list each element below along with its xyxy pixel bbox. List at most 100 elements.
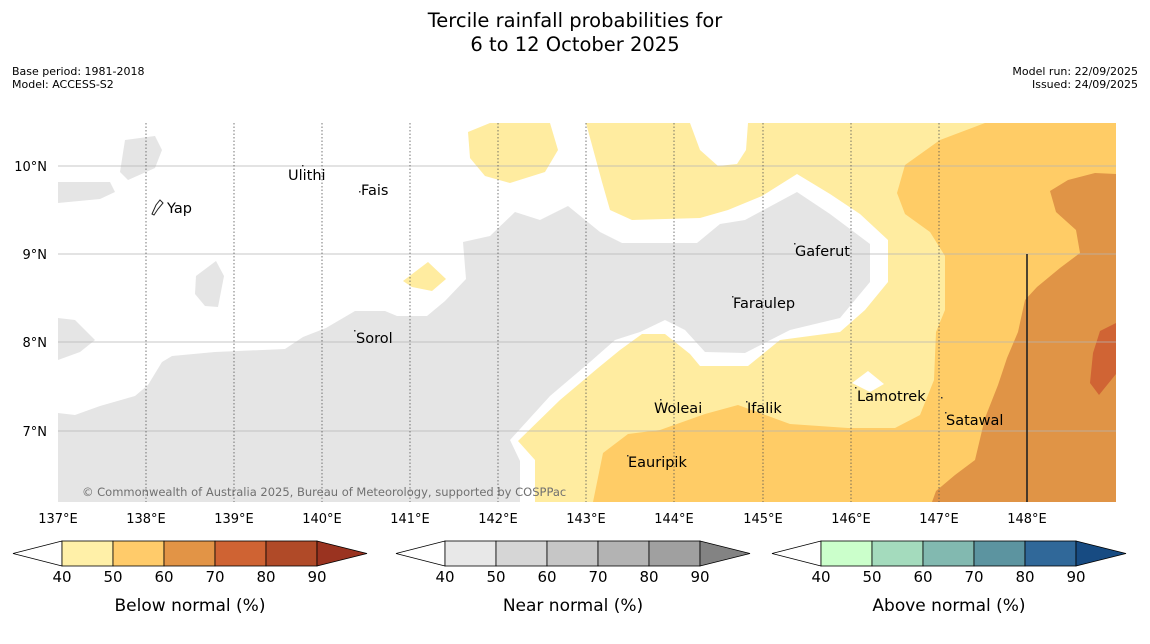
colorbar-near-normal-scale <box>395 540 751 567</box>
below-normal-50-region <box>593 123 1116 502</box>
colorbar-near-normal: 40 50 60 70 80 90 Near normal (%) <box>393 538 753 616</box>
lon-label-137e: 137°E <box>38 512 78 527</box>
lon-label-145e: 145°E <box>743 512 783 527</box>
meta-right: Model run: 22/09/2025 Issued: 24/09/2025 <box>1012 65 1138 91</box>
lon-label-140e: 140°E <box>302 512 342 527</box>
colorbar-under-triangle <box>771 540 822 567</box>
colorbar-tick-label: 70 <box>964 568 984 586</box>
place-label-ifalik: Ifalik <box>747 401 782 417</box>
white-gap-north <box>690 123 748 166</box>
model-run: Model run: 22/09/2025 <box>1012 65 1138 78</box>
place-label-satawal: Satawal <box>946 413 1003 429</box>
place-label-gaferut: Gaferut <box>795 244 850 260</box>
issued-date: Issued: 24/09/2025 <box>1031 78 1138 91</box>
colorbar-over-triangle <box>316 540 368 567</box>
lon-label-143e: 143°E <box>566 512 606 527</box>
place-label-eauripik: Eauripik <box>628 455 687 471</box>
colorbar-tick-label: 90 <box>307 568 327 586</box>
colorbar-tick-label: 60 <box>913 568 933 586</box>
colorbar-tick-label: 40 <box>811 568 831 586</box>
colorbar-tick-label: 80 <box>1015 568 1035 586</box>
colorbar-tick-label: 40 <box>52 568 72 586</box>
lon-label-142e: 142°E <box>478 512 518 527</box>
below-normal-70-region <box>1090 323 1116 395</box>
below-normal-40-north <box>468 123 558 183</box>
colorbar-segment <box>214 540 267 567</box>
lon-label-138e: 138°E <box>126 512 166 527</box>
colorbar-above-normal-label: Above normal (%) <box>872 596 1026 616</box>
colorbar-below-normal-ticks: 40 50 60 70 80 90 <box>10 568 370 586</box>
copyright-text: © Commonwealth of Australia 2025, Bureau… <box>82 485 566 499</box>
island-markers <box>151 165 947 457</box>
near-normal-region-nw-3 <box>195 261 224 307</box>
map-title: Tercile rainfall probabilities for 6 to … <box>0 9 1150 57</box>
base-period: Base period: 1981-2018 <box>12 65 145 78</box>
title-line-2: 6 to 12 October 2025 <box>470 33 680 56</box>
lat-label-8n: 8°N <box>23 336 48 351</box>
colorbar-above-normal: 40 50 60 70 80 90 Above normal (%) <box>769 538 1129 616</box>
below-normal-40-small <box>403 262 446 291</box>
place-label-woleai: Woleai <box>654 401 702 417</box>
lon-label-141e: 141°E <box>390 512 430 527</box>
lon-label-148e: 148°E <box>1007 512 1047 527</box>
lon-label-139e: 139°E <box>214 512 254 527</box>
near-normal-region-west <box>58 192 870 502</box>
near-normal-region-nw-1 <box>58 182 115 203</box>
lon-label-146e: 146°E <box>831 512 871 527</box>
colorbar-segment <box>871 540 924 567</box>
colorbar-tick-label: 90 <box>1066 568 1086 586</box>
meta-left: Base period: 1981-2018 Model: ACCESS-S2 <box>12 65 144 91</box>
lat-label-7n: 7°N <box>23 425 48 440</box>
colorbar-tick-label: 70 <box>588 568 608 586</box>
colorbar-segment <box>597 540 650 567</box>
colorbar-over-triangle <box>699 540 751 567</box>
colorbar-near-normal-label: Near normal (%) <box>502 596 644 616</box>
colorbar-segment <box>922 540 975 567</box>
colorbar-tick-label: 60 <box>537 568 557 586</box>
colorbar-segment <box>1024 540 1077 567</box>
colorbar-under-triangle <box>12 540 63 567</box>
colorbar-tick-label: 90 <box>690 568 710 586</box>
lat-label-10n: 10°N <box>14 160 47 175</box>
colorbar-tick-label: 60 <box>154 568 174 586</box>
colorbar-under-triangle <box>395 540 446 567</box>
title-line-1: Tercile rainfall probabilities for <box>427 9 723 32</box>
white-patch-lamotrek <box>852 371 884 392</box>
colorbar-tick-label: 80 <box>256 568 276 586</box>
place-label-yap: Yap <box>166 201 192 217</box>
colorbar-over-triangle <box>1075 540 1127 567</box>
colorbar-tick-label: 50 <box>486 568 506 586</box>
yap-island-shape <box>151 199 164 216</box>
colorbar-above-normal-scale <box>771 540 1127 567</box>
colorbar-below-normal: 40 50 60 70 80 90 Below normal (%) <box>10 538 370 616</box>
colorbar-tick-label: 50 <box>862 568 882 586</box>
lon-label-144e: 144°E <box>654 512 694 527</box>
colorbar-below-normal-scale <box>12 540 368 567</box>
lat-label-9n: 9°N <box>23 248 48 263</box>
lon-label-147e: 147°E <box>919 512 959 527</box>
colorbar-segment <box>61 540 114 567</box>
model-name: Model: ACCESS-S2 <box>12 78 114 91</box>
below-normal-60-region <box>932 173 1116 502</box>
colorbar-tick-label: 40 <box>435 568 455 586</box>
place-label-sorol: Sorol <box>356 331 393 347</box>
place-label-faraulep: Faraulep <box>733 296 795 312</box>
near-normal-region-w <box>58 318 95 360</box>
colorbar-segment <box>546 540 599 567</box>
colorbar-tick-label: 50 <box>103 568 123 586</box>
colorbar-tick-label: 70 <box>205 568 225 586</box>
colorbar-segment <box>265 540 318 567</box>
place-label-fais: Fais <box>361 183 388 199</box>
near-normal-region-nw-2 <box>120 136 162 180</box>
place-label-ulithi: Ulithi <box>288 168 326 184</box>
colorbar-segment <box>648 540 701 567</box>
colorbar-near-normal-ticks: 40 50 60 70 80 90 <box>393 568 753 586</box>
colorbar-segment <box>973 540 1026 567</box>
map-area: Ulithi Fais Yap Gaferut Faraulep Sorol L… <box>58 123 1116 502</box>
colorbar-segment <box>444 540 497 567</box>
colorbar-segment <box>163 540 216 567</box>
colorbar-above-normal-ticks: 40 50 60 70 80 90 <box>769 568 1129 586</box>
colorbar-below-normal-label: Below normal (%) <box>114 596 266 616</box>
colorbar-segment <box>112 540 165 567</box>
